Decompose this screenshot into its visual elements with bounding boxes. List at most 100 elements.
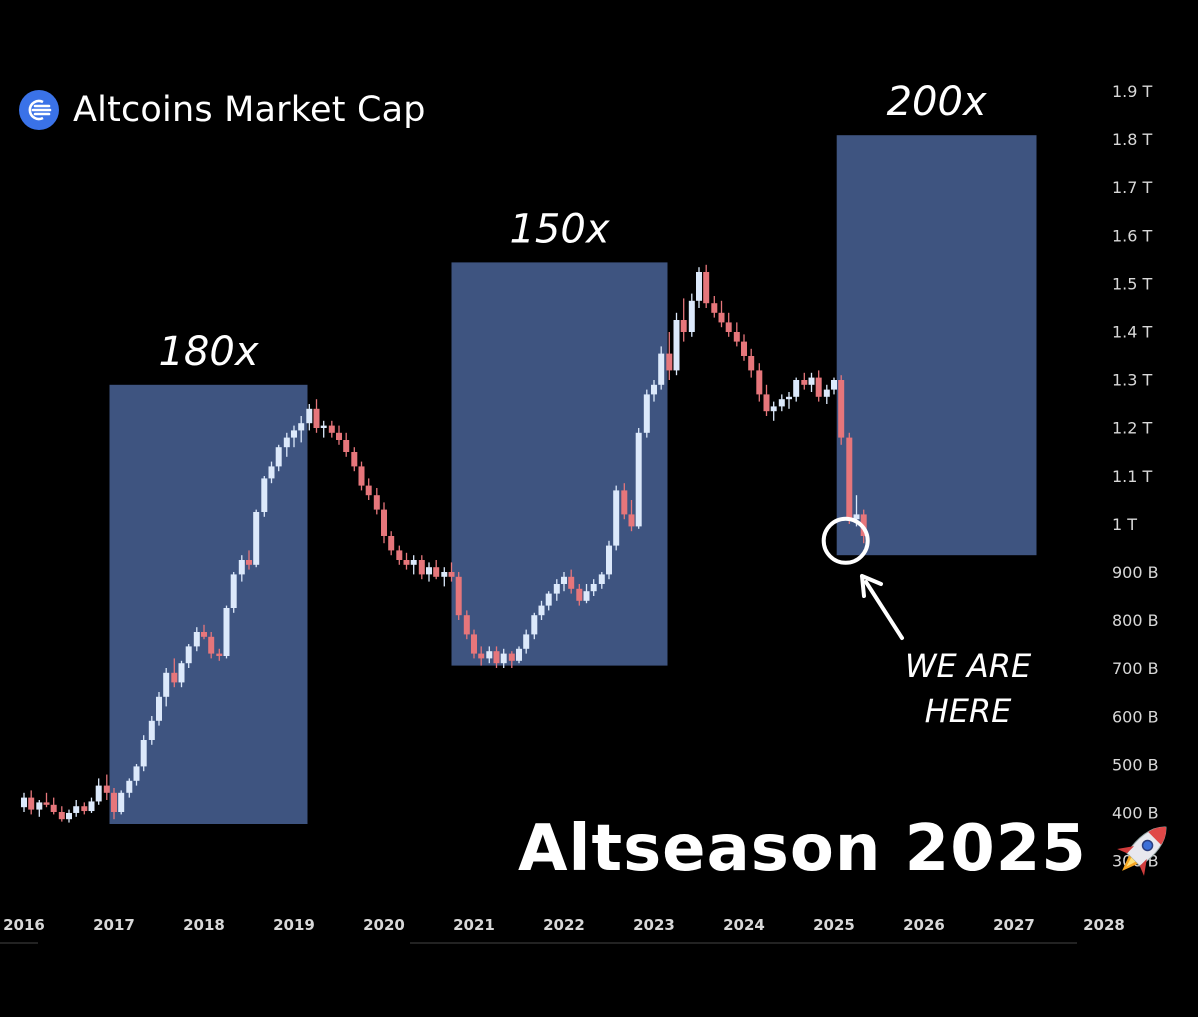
y-tick-label: 1.3 T xyxy=(1112,371,1153,390)
candle-body xyxy=(823,389,830,397)
annotations: WE ARE HERE xyxy=(821,516,1032,730)
candle-body xyxy=(28,797,35,810)
candle-body xyxy=(531,615,538,635)
candle-body xyxy=(403,560,410,565)
candle-body xyxy=(126,780,133,793)
candle-body xyxy=(336,432,342,440)
candle-body xyxy=(313,408,320,428)
x-tick-label: 2022 xyxy=(543,916,585,934)
candle-body xyxy=(268,466,275,479)
highlight-box xyxy=(451,262,668,666)
candle-body xyxy=(770,406,777,412)
candle-body xyxy=(486,651,493,659)
y-tick-label: 1 T xyxy=(1112,515,1137,534)
candle-body xyxy=(118,792,125,812)
candle-body xyxy=(88,801,95,812)
y-tick-label: 1.7 T xyxy=(1112,178,1153,197)
candle-body xyxy=(261,478,268,512)
y-tick-label: 1.6 T xyxy=(1112,226,1153,245)
candle-body xyxy=(320,425,327,428)
candle-body xyxy=(621,490,628,515)
candle-body xyxy=(81,806,88,812)
candle-body xyxy=(778,399,785,407)
candle-body xyxy=(373,495,380,510)
candle-body xyxy=(156,696,162,721)
x-tick-label: 2021 xyxy=(453,916,495,934)
x-tick-label: 2023 xyxy=(633,916,675,934)
candle-body xyxy=(561,576,567,584)
y-tick-label: 900 B xyxy=(1112,563,1159,582)
candle-body xyxy=(680,320,687,332)
candle-body xyxy=(246,560,252,565)
y-tick-label: 800 B xyxy=(1112,611,1159,630)
candle-body xyxy=(223,608,230,656)
candle-body xyxy=(111,792,117,812)
candle-body xyxy=(455,576,462,616)
candle-body xyxy=(763,394,770,412)
candle-body xyxy=(463,615,470,635)
x-tick-label: 2017 xyxy=(93,916,135,934)
candle-body xyxy=(36,802,43,810)
multiplier-label: 200x xyxy=(887,79,987,125)
candle-body xyxy=(351,452,358,467)
candle-body xyxy=(66,812,72,820)
y-tick-label: 1.4 T xyxy=(1112,323,1153,342)
candle-body xyxy=(208,636,215,654)
candle-body xyxy=(523,634,530,649)
candle-body xyxy=(493,651,500,664)
y-tick-label: 1.9 T xyxy=(1112,82,1153,101)
rocket-icon xyxy=(1116,826,1167,876)
candles xyxy=(21,264,867,823)
candle-body xyxy=(275,447,282,467)
candle-body xyxy=(185,646,192,664)
candle-body xyxy=(538,605,545,616)
box-labels: 180x 150x 200x xyxy=(158,79,986,375)
candle-body xyxy=(426,567,432,575)
x-tick-label: 2020 xyxy=(363,916,405,934)
y-tick-label: 700 B xyxy=(1112,659,1159,678)
candle-body xyxy=(831,380,837,390)
candle-body xyxy=(21,797,27,808)
candle-body xyxy=(328,425,335,433)
candle-body xyxy=(50,804,57,812)
candle-body xyxy=(58,812,65,820)
candle-body xyxy=(853,514,860,520)
candle-body xyxy=(651,384,657,395)
candle-body xyxy=(230,574,237,608)
candle-body xyxy=(95,785,102,802)
x-tick-label: 2028 xyxy=(1083,916,1125,934)
we-are-here-text: HERE xyxy=(925,692,1013,730)
x-tick-label: 2024 xyxy=(723,916,765,934)
candle-body xyxy=(133,766,140,781)
we-are-here-circle xyxy=(821,516,870,565)
candle-body xyxy=(171,672,178,683)
x-axis: 2016 2017 2018 2019 2020 2021 2022 2023 2024 2025… xyxy=(0,916,1125,944)
candle-body xyxy=(73,806,80,813)
highlight-box xyxy=(836,135,1037,556)
candle-body xyxy=(283,437,290,448)
highlight-boxes xyxy=(109,135,1037,824)
candle-body xyxy=(508,653,515,661)
we-are-here-text: WE ARE xyxy=(905,647,1032,685)
candle-body xyxy=(786,396,792,400)
multiplier-label: 180x xyxy=(158,329,258,375)
candle-body xyxy=(410,560,417,565)
x-tick-label: 2026 xyxy=(903,916,945,934)
candle-body xyxy=(613,490,620,546)
candle-body xyxy=(696,272,702,301)
headline-text: Altseason 2025 xyxy=(518,812,1087,886)
candle-body xyxy=(381,509,387,536)
candle-body xyxy=(216,653,223,656)
candle-body xyxy=(628,514,635,527)
candle-body xyxy=(673,320,680,371)
candle-body xyxy=(725,322,732,332)
y-tick-label: 600 B xyxy=(1112,707,1159,726)
candle-body xyxy=(201,632,207,637)
candle-body xyxy=(568,576,575,589)
multiplier-label: 150x xyxy=(509,206,609,252)
candle-body xyxy=(396,550,403,560)
x-tick-label: 2027 xyxy=(993,916,1035,934)
candle-body xyxy=(418,560,425,575)
candle-body xyxy=(516,648,522,661)
